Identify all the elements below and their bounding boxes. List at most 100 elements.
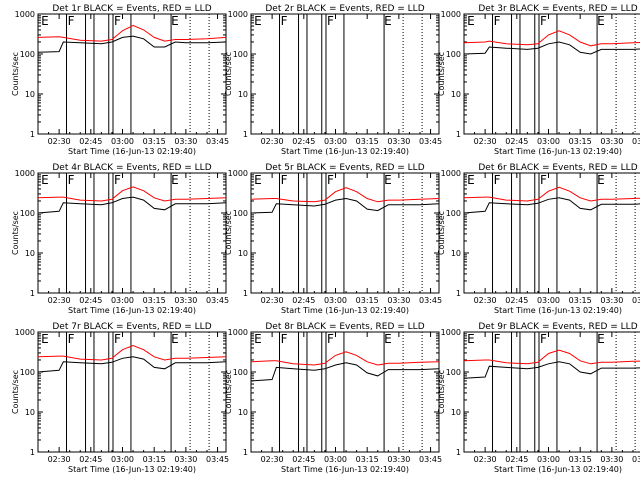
segment-flag: E <box>467 332 475 346</box>
segment-flag: F <box>68 332 75 346</box>
y-tick-label: 1 <box>456 448 461 457</box>
segment-flag: F <box>281 332 288 346</box>
plot-frame <box>37 172 227 294</box>
x-axis-label: Start Time (16-Jun-13 02:19:40) <box>494 465 622 474</box>
x-tick-label: 02:45 <box>292 137 315 146</box>
series-line-lld <box>37 186 227 202</box>
y-tick-label: 100 <box>233 368 248 377</box>
x-tick-label: 03:15 <box>143 137 166 146</box>
x-tick-label: 03:45 <box>206 137 229 146</box>
x-tick-label: 03:00 <box>111 137 134 146</box>
x-tick-label: 02:30 <box>261 137 284 146</box>
segment-flag: F <box>281 173 288 187</box>
segment-flag: E <box>171 332 179 346</box>
x-tick-label: 03:45 <box>632 296 640 305</box>
segment-flag: F <box>68 14 75 28</box>
y-axis-label: Counts/sec <box>224 52 233 96</box>
panel-det-1: Det 1r BLACK = Events, RED = LLD 1 10 100 10… <box>11 4 229 156</box>
panel-det-8: Det 8r BLACK = Events, RED = LLD 1 10 100 10… <box>224 322 442 474</box>
y-tick-label: 1 <box>243 289 248 298</box>
panel-det-5: Det 5r BLACK = Events, RED = LLD 1 10 100 10… <box>224 163 442 315</box>
x-tick-label: 02:45 <box>505 137 528 146</box>
segment-flag: F <box>540 332 547 346</box>
segment-flag: F <box>68 173 75 187</box>
y-tick-label: 1000 <box>441 169 461 178</box>
panel-title: Det 8r BLACK = Events, RED = LLD <box>265 322 424 332</box>
x-tick-label: 03:15 <box>356 296 379 305</box>
y-tick-label: 100 <box>20 209 35 218</box>
series-line-lld <box>250 351 440 366</box>
y-tick-label: 100 <box>446 50 461 59</box>
plot-frame <box>463 331 640 453</box>
x-tick-label: 03:15 <box>569 296 592 305</box>
y-tick-label: 1000 <box>228 10 248 19</box>
x-tick-label: 03:30 <box>600 455 623 464</box>
y-tick-label: 1000 <box>228 328 248 337</box>
segment-flag: E <box>171 14 179 28</box>
x-tick-label: 02:30 <box>48 455 71 464</box>
panel-det-6: Det 6r BLACK = Events, RED = LLD 1 10 100 10… <box>437 163 640 315</box>
segment-flag: E <box>254 14 262 28</box>
x-tick-label: 03:45 <box>419 455 442 464</box>
y-tick-label: 10 <box>451 90 461 99</box>
x-tick-label: 03:45 <box>419 137 442 146</box>
x-tick-label: 03:00 <box>324 455 347 464</box>
x-tick-label: 03:15 <box>143 455 166 464</box>
panel-title: Det 7r BLACK = Events, RED = LLD <box>52 322 211 332</box>
y-tick-label: 1 <box>243 448 248 457</box>
segment-flag: E <box>384 14 392 28</box>
x-tick-label: 03:00 <box>537 296 560 305</box>
x-tick-label: 02:45 <box>505 455 528 464</box>
y-tick-label: 1 <box>456 289 461 298</box>
x-tick-label: 02:45 <box>292 296 315 305</box>
series-line-events <box>250 197 440 214</box>
y-tick-label: 10 <box>25 90 35 99</box>
segment-flag: F <box>494 332 501 346</box>
y-axis-label: Counts/sec <box>437 370 446 414</box>
series-line-lld <box>463 186 640 202</box>
segment-flag: E <box>467 173 475 187</box>
series-line-events <box>250 362 440 382</box>
x-axis-label: Start Time (16-Jun-13 02:19:40) <box>68 465 196 474</box>
x-tick-label: 02:30 <box>474 137 497 146</box>
y-tick-label: 1 <box>30 289 35 298</box>
x-axis-label: Start Time (16-Jun-13 02:19:40) <box>281 147 409 156</box>
x-axis-label: Start Time (16-Jun-13 02:19:40) <box>494 147 622 156</box>
x-axis-label: Start Time (16-Jun-13 02:19:40) <box>68 147 196 156</box>
y-tick-label: 100 <box>233 50 248 59</box>
series-line-events <box>37 356 227 373</box>
x-tick-label: 03:30 <box>174 137 197 146</box>
segment-flag: E <box>597 14 605 28</box>
x-tick-label: 03:30 <box>387 455 410 464</box>
x-tick-label: 03:00 <box>537 455 560 464</box>
x-tick-label: 02:30 <box>48 137 71 146</box>
panel-det-9: Det 9r BLACK = Events, RED = LLD 1 10 100 10… <box>437 322 640 474</box>
x-tick-label: 03:30 <box>600 137 623 146</box>
segment-flag: E <box>254 173 262 187</box>
x-tick-label: 03:45 <box>632 455 640 464</box>
panel-title: Det 3r BLACK = Events, RED = LLD <box>478 4 637 14</box>
y-tick-label: 10 <box>238 408 248 417</box>
x-tick-label: 03:00 <box>111 296 134 305</box>
series-line-lld <box>37 24 227 42</box>
x-tick-label: 03:00 <box>111 455 134 464</box>
segment-flag: E <box>597 173 605 187</box>
x-tick-label: 03:00 <box>324 137 347 146</box>
panel-det-7: Det 7r BLACK = Events, RED = LLD 1 10 100 10… <box>11 322 229 474</box>
x-tick-label: 03:45 <box>419 296 442 305</box>
panel-title: Det 5r BLACK = Events, RED = LLD <box>265 163 424 173</box>
y-tick-label: 1000 <box>15 10 35 19</box>
y-axis-label: Counts/sec <box>437 211 446 255</box>
segment-flag: F <box>114 14 121 28</box>
x-tick-label: 02:45 <box>505 296 528 305</box>
y-tick-label: 1 <box>30 448 35 457</box>
panel-title: Det 1r BLACK = Events, RED = LLD <box>52 4 211 14</box>
x-tick-label: 03:15 <box>569 137 592 146</box>
segment-flag: E <box>384 332 392 346</box>
x-tick-label: 03:30 <box>600 296 623 305</box>
segment-flag: E <box>467 14 475 28</box>
x-tick-label: 03:00 <box>324 296 347 305</box>
y-tick-label: 100 <box>20 368 35 377</box>
plot-frame <box>250 331 440 453</box>
x-tick-label: 03:15 <box>569 455 592 464</box>
